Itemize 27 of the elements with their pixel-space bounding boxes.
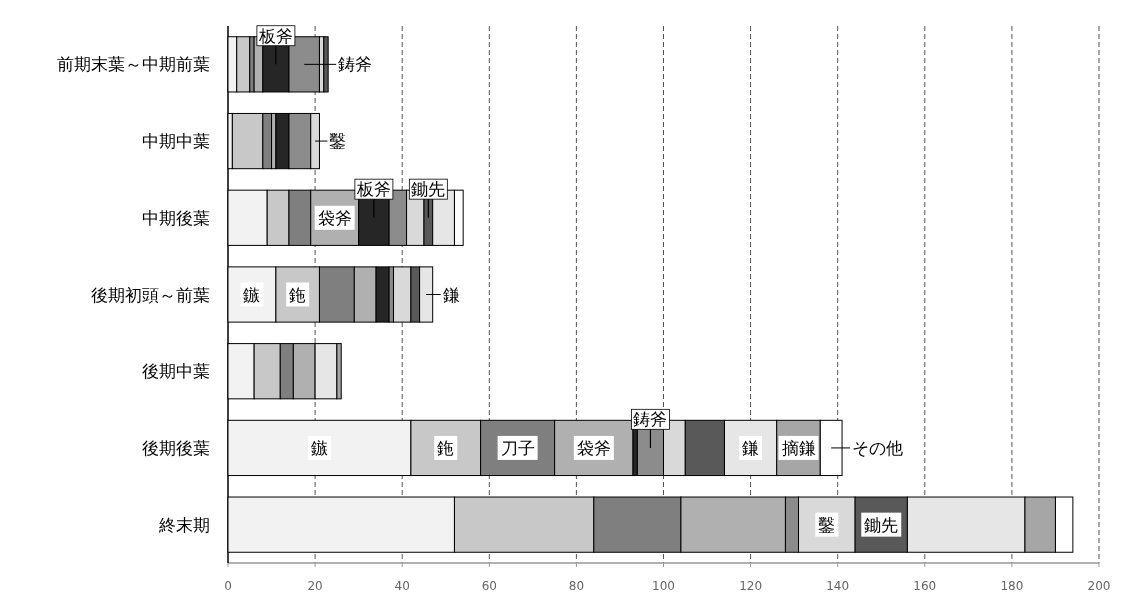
y-tick-label: 中期後葉 (142, 207, 210, 228)
y-tick-label: 終末期 (158, 514, 210, 535)
x-tick-label: 20 (307, 579, 323, 593)
annotation: 鋤先 (411, 179, 446, 200)
y-tick-label: 後期中葉 (142, 361, 210, 382)
annotation: 鋳斧 (633, 409, 668, 430)
x-tick-label: 140 (826, 579, 850, 593)
annotation: 鎌 (442, 284, 460, 305)
x-tick-label: 120 (739, 579, 763, 593)
x-tick-label: 160 (913, 579, 937, 593)
bar (323, 36, 329, 93)
y-tick-label: 前期末葉～中期前葉 (57, 54, 210, 75)
annotation: 板斧 (355, 179, 391, 200)
annotation: 鑿 (329, 131, 347, 152)
x-tick-label: 100 (652, 579, 675, 593)
y-tick-label: 後期初頭～前葉 (91, 284, 210, 305)
y-tick-label: 後期後葉 (142, 437, 210, 458)
x-tick-label: 40 (394, 579, 410, 593)
annotation: その他 (852, 437, 904, 458)
x-tick-label: 0 (224, 579, 232, 593)
x-tick-label: 180 (1000, 579, 1024, 593)
x-tick-label: 60 (481, 579, 497, 593)
annotation: 鋳斧 (338, 54, 373, 75)
x-tick-label: 200 (1087, 579, 1111, 593)
y-tick-label: 中期中葉 (142, 131, 210, 152)
annotation: 板斧 (257, 25, 293, 46)
x-tick-label: 80 (568, 579, 585, 593)
